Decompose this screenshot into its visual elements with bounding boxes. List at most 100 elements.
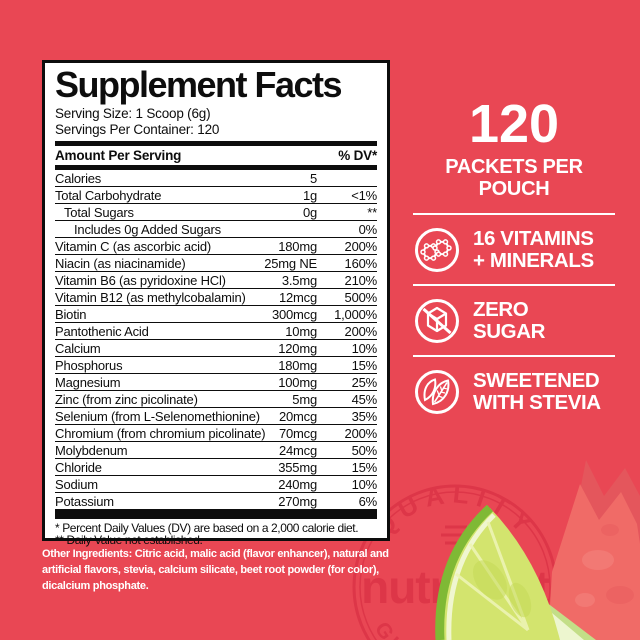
nutrient-name: Biotin [55,306,87,322]
nutrient-name: Total Carbohydrate [55,187,162,203]
serving-size: Serving Size: 1 Scoop (6g) [55,106,211,121]
nutrient-dv: 15% [351,357,378,373]
nutrient-dv: 6% [358,493,378,509]
nutrient-row: Molybdenum 24mcg 50% [55,442,377,459]
nutrient-row: Vitamin B6 (as pyridoxine HCl) 3.5mg 210% [55,272,377,289]
footnote-not-established: ** Daily Value not established. [55,533,203,548]
divider-bar [55,141,377,146]
nutrient-amount: 355mg [278,459,317,475]
supplement-facts-panel: Supplement Facts Serving Size: 1 Scoop (… [42,60,390,547]
nutrient-amount: 5mg [292,391,317,407]
nutrient-amount: 1g [302,187,317,203]
nutrient-amount: 70mcg [278,425,317,441]
nutrient-row: Biotin 300mcg 1,000% [55,306,377,323]
nutrient-row: Total Sugars 0g ** [55,204,377,221]
nutrient-row: Potassium 270mg 6% [55,493,377,510]
callout-divider [413,355,615,357]
nutrient-row: Chromium (from chromium picolinate) 70mcg… [55,425,377,442]
watermelon-front-piece [548,484,640,640]
divider-bar-thick [55,510,377,519]
footnote-dv: * Percent Daily Values (DV) are based on… [55,520,359,535]
nutrient-row: Niacin (as niacinamide) 25mg NE 160% [55,255,377,272]
packet-count: 120 [468,94,560,154]
nutrient-name: Includes 0g Added Sugars [74,221,221,237]
nutrient-row: Includes 0g Added Sugars 0% [55,221,377,238]
nutrient-amount: 270mg [278,493,317,509]
nutrient-dv: 15% [351,459,378,475]
nutrient-amount: 120mg [278,340,317,356]
nutrient-dv: 25% [351,374,378,390]
nutrient-name: Phosphorus [55,357,123,373]
nutrient-name: Calcium [55,340,101,356]
no-sugar-icon [415,299,459,343]
nutrient-name: Calories [55,170,102,186]
facts-title: Supplement Facts [55,64,343,105]
nutrient-name: Selenium (from L-Selenomethionine) [55,408,260,424]
nutrient-dv: 160% [344,255,378,271]
nutrient-row: Chloride 355mg 15% [55,459,377,476]
molecule-icon [415,228,459,272]
nutrient-row: Calcium 120mg 10% [55,340,377,357]
nutrient-row: Zinc (from zinc picolinate) 5mg 45% [55,391,377,408]
servings-per-container: Servings Per Container: 120 [55,122,220,137]
nutrient-name: Vitamin C (as ascorbic acid) [55,238,211,254]
callout-stevia-label: SWEETENED WITH STEVIA [473,369,601,414]
divider-bar [55,165,377,170]
nutrient-dv: 35% [351,408,378,424]
nutrient-row: Pantothenic Acid 10mg 200% [55,323,377,340]
nutrient-dv: 10% [351,340,378,356]
nutrient-name: Niacin (as niacinamide) [55,255,186,271]
nutrient-name: Potassium [55,493,114,509]
nutrient-name: Sodium [55,476,98,492]
nutrient-amount: 100mg [278,374,317,390]
nutrient-dv: 45% [351,391,378,407]
nutrient-name: Total Sugars [64,204,134,220]
amount-per-serving-label: Amount Per Serving [55,148,182,163]
nutrient-row: Vitamin C (as ascorbic acid) 180mg 200% [55,238,377,255]
nutrient-dv: 200% [344,238,378,254]
nutrient-dv: 200% [344,323,378,339]
lime-pith [446,513,496,640]
callout-zero-sugar-label: ZERO SUGAR [473,298,546,343]
nutrient-name: Chromium (from chromium picolinate) [55,425,266,441]
lime-rind [435,504,494,640]
nutrient-row: Selenium (from L-Selenomethionine) 20mcg 3… [55,408,377,425]
nutrient-name: Zinc (from zinc picolinate) [55,391,198,407]
nutrient-amount: 0g [302,204,317,220]
nutrient-row: Magnesium 100mg 25% [55,374,377,391]
percent-dv-label: % DV* [338,148,377,163]
nutrient-amount: 25mg NE [264,255,317,271]
nutrient-dv: 500% [344,289,378,305]
nutrient-name: Chloride [55,459,102,475]
nutrient-dv: 210% [344,272,378,288]
nutrient-dv: 0% [358,221,378,237]
callout-vitamins-label: 16 VITAMINS + MINERALS [473,227,594,272]
nutrient-row: Calories 5 [55,170,377,187]
packet-count-label: PACKETS PER POUCH [445,156,583,200]
nutrient-name: Pantothenic Acid [55,323,149,339]
nutrient-name: Magnesium [55,374,121,390]
nutrient-row: Phosphorus 180mg 15% [55,357,377,374]
nutrient-table: Calories 5 Total Carbohydrate 1g <1% Total Su… [55,170,377,510]
nutrient-amount: 5 [309,170,317,186]
nutrient-dv: 200% [344,425,378,441]
nutrient-dv: 10% [351,476,378,492]
nutrient-name: Vitamin B6 (as pyridoxine HCl) [55,272,226,288]
nutrient-row: Sodium 240mg 10% [55,476,377,493]
nutrient-dv: ** [367,204,377,220]
nutrient-amount: 300mcg [271,306,317,322]
nutrient-row: Total Carbohydrate 1g <1% [55,187,377,204]
nutrient-dv: <1% [351,187,377,203]
callout-divider [413,284,615,286]
marketing-callouts: 120 PACKETS PER POUCH 16 VITAMINS + MINE [413,94,615,416]
nutrient-amount: 10mg [285,323,317,339]
nutrient-amount: 240mg [278,476,317,492]
nutrient-amount: 180mg [278,357,317,373]
callout-divider [413,213,615,215]
other-ingredients-text: Other Ingredients: Citric acid, malic ac… [42,548,389,592]
callout-stevia: SWEETENED WITH STEVIA [413,368,615,416]
nutrient-amount: 24mcg [278,442,317,458]
nutrient-name: Molybdenum [55,442,128,458]
nutrient-dv: 50% [351,442,378,458]
